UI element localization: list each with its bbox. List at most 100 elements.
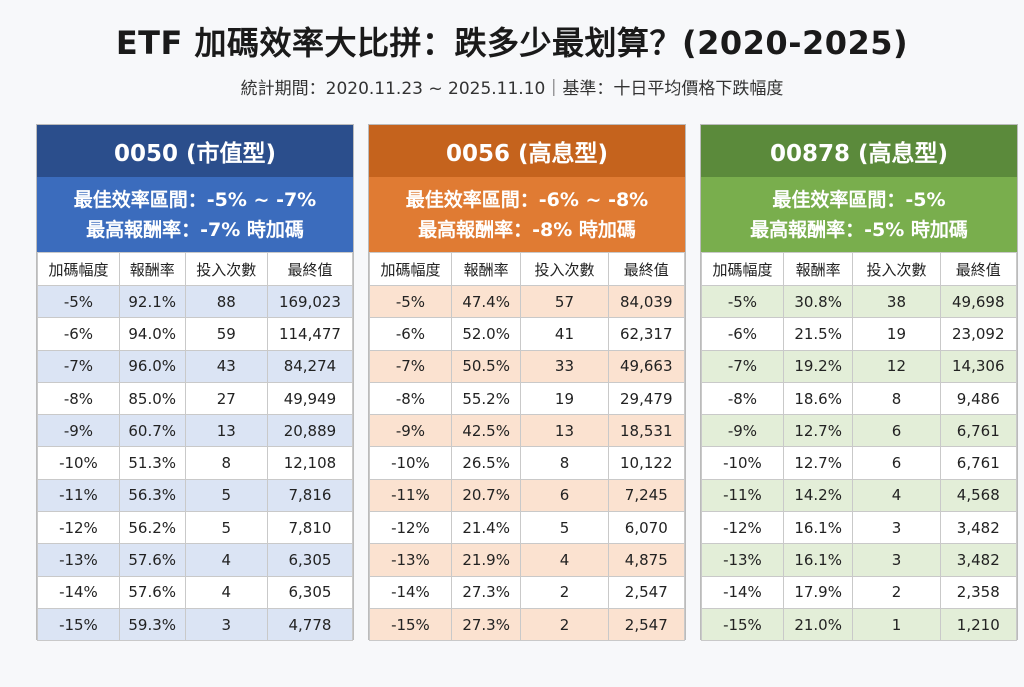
table-cell: 49,663 [607, 349, 686, 383]
table-cell: -8% [37, 381, 120, 416]
table-cell: 19.2% [782, 349, 854, 383]
table-header-row: 加碼幅度 報酬率 投入次數 最終值 [369, 252, 686, 286]
table-row: -5% 47.4% 57 84,039 [369, 284, 686, 319]
table-row: -6% 52.0% 41 62,317 [369, 317, 686, 351]
table-cell: 5 [184, 478, 268, 513]
table-cell: 4,875 [607, 543, 686, 577]
table-row: -15% 21.0% 1 1,210 [701, 607, 1018, 642]
table-cell: 42.5% [450, 414, 522, 448]
table-cell: 18.6% [782, 381, 854, 416]
table-cell: 27.3% [450, 607, 522, 642]
table-cell: -10% [37, 446, 120, 480]
table-cell: 59 [184, 317, 268, 351]
table-cell: 8 [852, 381, 941, 416]
table-cell: -10% [369, 446, 452, 480]
table-row: -7% 50.5% 33 49,663 [369, 349, 686, 383]
table-cell: 3 [852, 543, 941, 577]
table-cell: 12 [852, 349, 941, 383]
table-cell: -12% [37, 511, 120, 545]
table-cell: 3 [184, 607, 268, 642]
panel-title: 0050 (市值型) [37, 125, 353, 177]
table-cell: 2 [852, 575, 941, 609]
panel-summary: 最佳效率區間：-6% ~ -8% 最高報酬率：-8% 時加碼 [369, 177, 685, 252]
table-cell: 10,122 [607, 446, 686, 480]
table-cell: -6% [701, 317, 784, 351]
table-cell: 56.3% [118, 478, 186, 513]
table-cell: 51.3% [118, 446, 186, 480]
table-cell: 2,358 [939, 575, 1018, 609]
table-cell: -12% [701, 511, 784, 545]
table-row: -12% 16.1% 3 3,482 [701, 511, 1018, 545]
table-cell: 13 [184, 414, 268, 448]
table-cell: 47.4% [450, 284, 522, 319]
table-cell: 52.0% [450, 317, 522, 351]
table-cell: 21.5% [782, 317, 854, 351]
table-cell: 5 [520, 511, 609, 545]
table-cell: 16.1% [782, 511, 854, 545]
table-row: -11% 56.3% 5 7,816 [37, 478, 354, 513]
best-range: 最佳效率區間：-5% [772, 188, 946, 211]
panel-title: 00878 (高息型) [701, 125, 1017, 177]
table-cell: 33 [520, 349, 609, 383]
etf-panel: 00878 (高息型) 最佳效率區間：-5% 最高報酬率：-5% 時加碼 加碼幅… [700, 124, 1018, 642]
table-row: -10% 51.3% 8 12,108 [37, 446, 354, 480]
table-cell: -8% [369, 381, 452, 416]
table-cell: 16.1% [782, 543, 854, 577]
page-subtitle: 統計期間：2020.11.23 ~ 2025.11.10｜基準：十日平均價格下跌… [240, 79, 784, 99]
best-range: 最佳效率區間：-6% ~ -8% [405, 188, 649, 211]
table-cell: 94.0% [118, 317, 186, 351]
table-cell: 7,245 [607, 478, 686, 513]
table-cell: 12.7% [782, 414, 854, 448]
table-cell: -15% [37, 607, 120, 642]
table-cell: 14,306 [939, 349, 1018, 383]
table-cell: -5% [37, 284, 120, 319]
table-cell: 27.3% [450, 575, 522, 609]
table-row: -14% 27.3% 2 2,547 [369, 575, 686, 609]
table-cell: 169,023 [266, 284, 354, 319]
table-cell: -9% [701, 414, 784, 448]
table-cell: 14.2% [782, 478, 854, 513]
table-cell: 20,889 [266, 414, 354, 448]
table-cell: 49,949 [266, 381, 354, 416]
table-cell: 2,547 [607, 575, 686, 609]
table-row: -15% 27.3% 2 2,547 [369, 607, 686, 642]
table-row: -13% 16.1% 3 3,482 [701, 543, 1018, 577]
table-row: -8% 85.0% 27 49,949 [37, 381, 354, 416]
table-row: -14% 17.9% 2 2,358 [701, 575, 1018, 609]
table-row: -15% 59.3% 3 4,778 [37, 607, 354, 642]
results-table: 加碼幅度 報酬率 投入次數 最終值 -5% 92.1% 88 169,023 -6% 94.0% 5… [37, 252, 354, 642]
table-cell: 55.2% [450, 381, 522, 416]
table-cell: 4 [852, 478, 941, 513]
table-cell: 19 [852, 317, 941, 351]
panel-title: 0056 (高息型) [369, 125, 685, 177]
page-title: ETF 加碼效率大比拼：跌多少最划算？(2020-2025) [115, 24, 909, 62]
table-cell: 59.3% [118, 607, 186, 642]
table-cell: 88 [184, 284, 268, 319]
table-row: -13% 21.9% 4 4,875 [369, 543, 686, 577]
table-row: -14% 57.6% 4 6,305 [37, 575, 354, 609]
table-cell: 1 [852, 607, 941, 642]
table-row: -7% 19.2% 12 14,306 [701, 349, 1018, 383]
table-cell: 17.9% [782, 575, 854, 609]
table-cell: 57 [520, 284, 609, 319]
table-cell: 7,816 [266, 478, 354, 513]
best-return: 最高報酬率：-7% 時加碼 [86, 218, 304, 241]
table-cell: 8 [520, 446, 609, 480]
table-row: -12% 56.2% 5 7,810 [37, 511, 354, 545]
table-cell: 62,317 [607, 317, 686, 351]
table-cell: -15% [369, 607, 452, 642]
table-cell: 57.6% [118, 575, 186, 609]
column-header: 投入次數 [184, 252, 268, 286]
table-row: -9% 42.5% 13 18,531 [369, 414, 686, 448]
column-header: 最終值 [939, 252, 1018, 286]
results-table: 加碼幅度 報酬率 投入次數 最終值 -5% 47.4% 57 84,039 -6% 52.0% 41… [369, 252, 686, 642]
column-header: 加碼幅度 [369, 252, 452, 286]
table-cell: 6 [852, 446, 941, 480]
table-cell: 4 [184, 543, 268, 577]
table-cell: 19 [520, 381, 609, 416]
table-cell: 56.2% [118, 511, 186, 545]
table-cell: 84,274 [266, 349, 354, 383]
table-cell: 6 [520, 478, 609, 513]
etf-panel: 0056 (高息型) 最佳效率區間：-6% ~ -8% 最高報酬率：-8% 時加… [368, 124, 686, 642]
results-table: 加碼幅度 報酬率 投入次數 最終值 -5% 30.8% 38 49,698 -6% 21.5% 19… [701, 252, 1018, 642]
